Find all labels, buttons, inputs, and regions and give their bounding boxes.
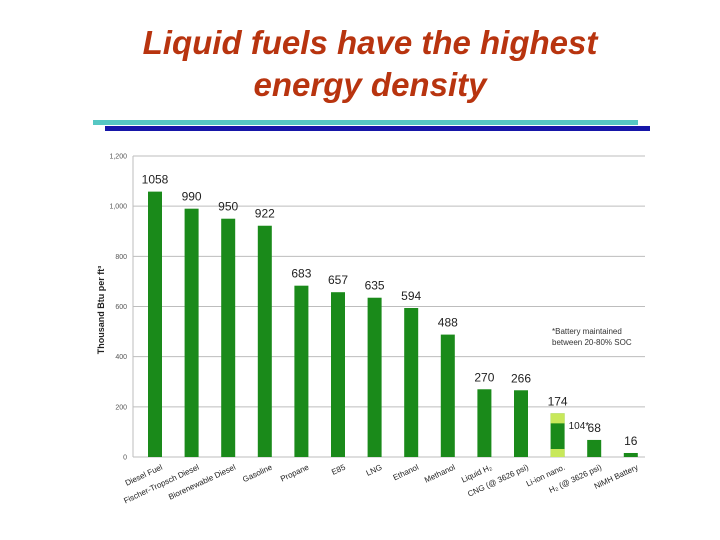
bar-highlight-segment (550, 413, 565, 424)
chart-gridlines (132, 155, 645, 458)
x-category-label: LNG (365, 463, 384, 478)
y-tick-label: 800 (115, 254, 127, 261)
data-label: 174 (548, 394, 568, 408)
data-label: 922 (255, 207, 275, 221)
li-ion-inner-label: 104* (569, 421, 590, 432)
bar (184, 208, 199, 457)
bar-highlight-segment (550, 449, 565, 457)
bar (550, 413, 565, 457)
x-category-label: Ethanol (392, 463, 421, 483)
y-axis-title: Thousand Btu per ft³ (96, 266, 106, 355)
data-label: 635 (365, 279, 385, 293)
data-label: 594 (401, 289, 421, 303)
data-label: 950 (218, 200, 238, 214)
x-category-label: Gasoline (241, 462, 274, 484)
y-tick-label: 0 (123, 455, 127, 462)
bar (257, 225, 272, 457)
y-tick-label: 400 (115, 354, 127, 361)
bar (404, 308, 419, 457)
data-label: 488 (438, 316, 458, 330)
bar (294, 285, 309, 457)
y-axis-ticks: 0 200 400 600 800 1,000 1,200 (109, 154, 127, 462)
chart-annotations: 104* *Battery maintained between 20-80% SO… (552, 327, 632, 432)
data-label: 16 (624, 434, 638, 448)
data-label: 683 (291, 267, 311, 281)
bar (587, 439, 602, 457)
data-label: 68 (588, 421, 602, 435)
bar (514, 390, 528, 457)
bar (221, 218, 236, 457)
bar (148, 191, 162, 457)
bar (331, 292, 345, 457)
y-tick-label: 1,000 (109, 204, 127, 211)
x-category-label: Propane (279, 462, 311, 483)
data-label: 266 (511, 371, 531, 385)
bar (440, 334, 455, 457)
footnote-line: between 20-80% SOC (552, 338, 632, 347)
slide-title-line-2: energy density (253, 66, 487, 103)
x-category-label: E85 (330, 462, 347, 476)
bar (623, 452, 638, 457)
title-rule-navy (105, 126, 650, 131)
x-category-label: Methanol (423, 463, 457, 485)
y-tick-label: 200 (115, 404, 127, 411)
data-label: 657 (328, 273, 348, 287)
x-category-label: Biorenewable Diesel (167, 463, 237, 502)
footnote-line: *Battery maintained (552, 327, 622, 336)
y-tick-label: 600 (115, 304, 127, 311)
bar (367, 297, 382, 457)
title-rule-teal (93, 120, 638, 125)
slide-title-line-1: Liquid fuels have the highest (142, 24, 598, 61)
data-label: 990 (182, 190, 202, 204)
slide-title: Liquid fuels have the highest energy den… (0, 22, 720, 106)
data-label: 270 (474, 370, 494, 384)
bar (477, 389, 492, 457)
data-label: 1058 (142, 173, 169, 187)
y-tick-label: 1,200 (109, 154, 127, 161)
chart-bars (148, 191, 638, 457)
